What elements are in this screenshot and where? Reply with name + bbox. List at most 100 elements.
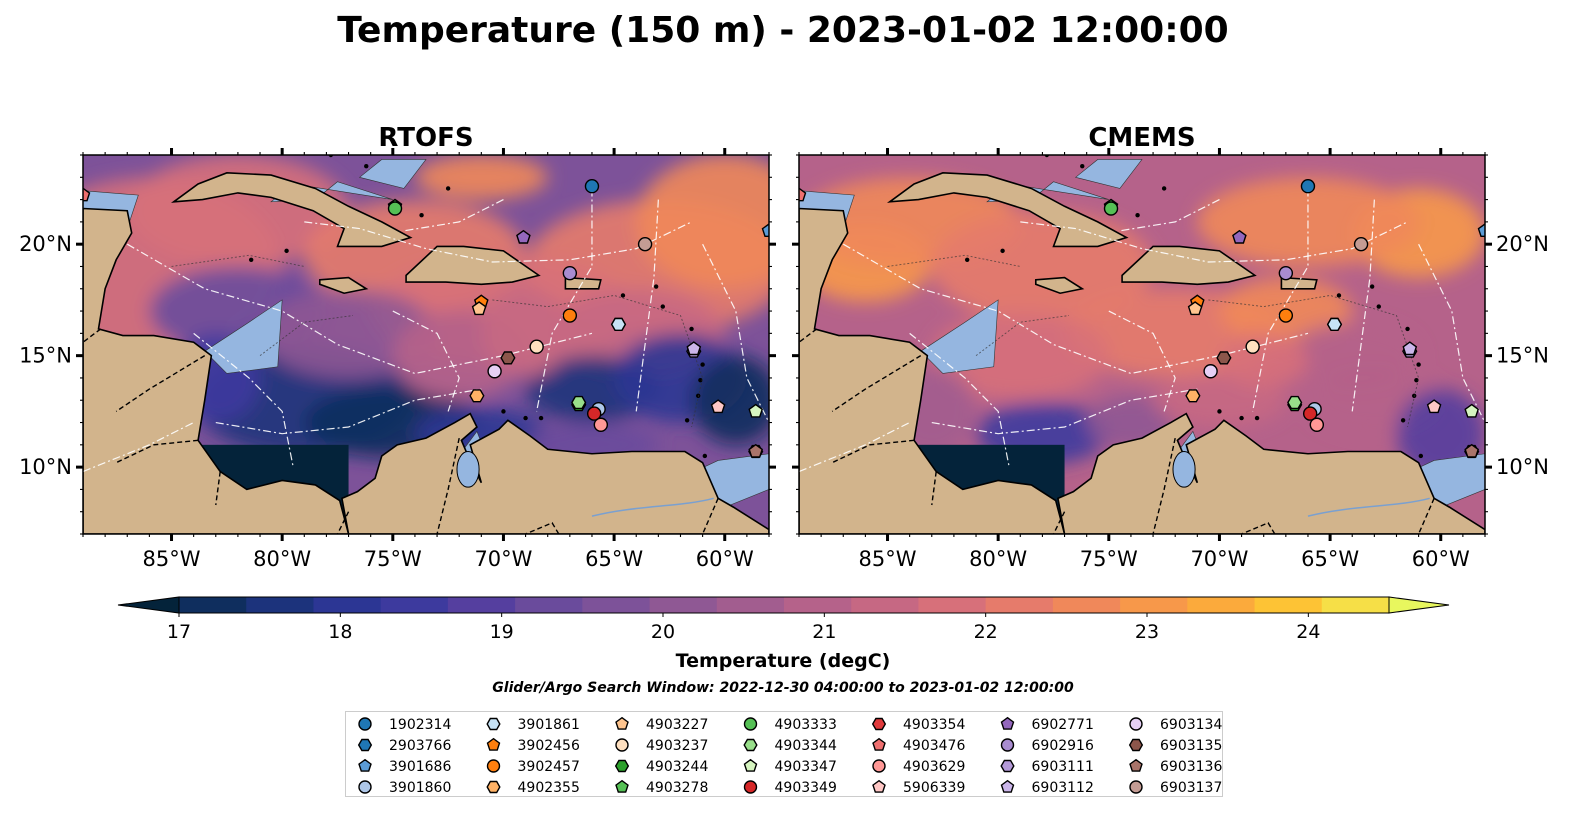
legend-item-4903476: 4903476	[872, 737, 965, 754]
legend-item-4903629: 4903629	[872, 759, 965, 775]
colorbar-frame	[178, 596, 1390, 614]
float-marker-4903349	[586, 406, 602, 421]
float-marker-1902314	[584, 179, 600, 194]
colorbar-segment	[447, 597, 516, 613]
legend-item-6903137: 6903137	[1129, 780, 1222, 796]
lon-tick-label: 65°W	[585, 547, 643, 571]
legend-label: 4903349	[775, 780, 837, 796]
lon-tick-label: 80°W	[969, 547, 1027, 571]
eez-boundary	[1351, 199, 1375, 412]
legend-label: 4903237	[646, 738, 708, 754]
legend-label: 4903278	[646, 780, 708, 796]
legend-label: 6902771	[1032, 717, 1094, 733]
colorbar-segment	[985, 597, 1054, 613]
float-marker-6903134	[487, 364, 502, 379]
land	[1280, 276, 1318, 290]
eez-boundary	[304, 221, 692, 263]
shallow-shelf	[1074, 159, 1143, 189]
legend-item-4903237: 4903237	[615, 738, 708, 754]
float-marker-3902457	[562, 308, 578, 323]
land	[564, 276, 602, 290]
island	[1217, 409, 1222, 414]
legend-item-3901686: 3901686	[358, 758, 451, 775]
legend-label: 6903135	[1160, 738, 1222, 754]
lon-tick-label: 85°W	[143, 547, 201, 571]
eez-boundary	[635, 199, 659, 412]
lon-tick-label: 60°W	[696, 547, 754, 571]
colorbar-segment	[380, 597, 449, 613]
island	[1254, 415, 1260, 421]
legend-marker	[743, 780, 758, 794]
float-marker-4903629	[593, 417, 609, 432]
legend-marker	[872, 779, 886, 793]
colorbar-tick-label: 22	[974, 621, 998, 643]
eez-boundary	[536, 188, 593, 412]
lon-tick-label: 60°W	[1412, 547, 1470, 571]
legend-marker	[358, 717, 372, 731]
float-marker-4903227	[471, 301, 487, 316]
colorbar: 17 18 19 20 21 22 23 24	[117, 596, 1450, 643]
island	[1336, 293, 1342, 298]
colorbar-segment	[851, 597, 919, 613]
float-marker-5906339	[710, 399, 726, 414]
island	[1369, 284, 1375, 289]
legend-label: 6903136	[1160, 759, 1222, 775]
colorbar-tick-label: 21	[812, 621, 836, 643]
eez-boundary	[215, 388, 482, 435]
legend-marker	[486, 780, 501, 794]
legend-item-6903111: 6903111	[1000, 759, 1094, 775]
legend-label: 4902355	[518, 780, 580, 796]
map-panel-cmems: CMEMS 85°W 80°W 75°W 70°W 65°W 60°W 10°N 15°N 20°…	[792, 123, 1549, 571]
eez-boundary	[1020, 221, 1408, 263]
colorbar-tick-label: 17	[167, 621, 191, 643]
eez-boundary	[799, 421, 910, 473]
legend-label: 3901686	[389, 759, 451, 775]
temperature-patch	[1396, 389, 1485, 479]
land	[318, 276, 369, 295]
float-marker-4903344	[571, 395, 587, 410]
colorbar-segment	[582, 597, 651, 613]
island	[445, 186, 451, 191]
legend-item-4903333: 4903333	[743, 717, 837, 733]
eez-boundary	[931, 388, 1198, 435]
float-marker-6903137	[637, 236, 653, 252]
float-marker-4903347	[1464, 403, 1480, 418]
eez-boundary	[392, 310, 460, 412]
island	[689, 326, 694, 332]
legend-marker	[1000, 759, 1015, 773]
shallow-shelf	[358, 159, 427, 189]
eez-boundary	[83, 421, 194, 473]
colorbar-segment	[515, 597, 583, 613]
colorbar-label: Temperature (degC)	[676, 650, 891, 672]
lat-tick-label: 10°N	[19, 455, 72, 479]
country-border	[436, 437, 460, 534]
legend-marker	[358, 780, 372, 794]
legend-label: 4903629	[903, 759, 965, 775]
isobath	[492, 294, 704, 428]
float-marker-4903237	[529, 339, 544, 354]
legend-marker	[1129, 780, 1143, 794]
colorbar-segment	[649, 597, 718, 613]
temperature-patch	[414, 155, 548, 200]
float-marker-6903136	[1464, 443, 1480, 458]
map-frame	[798, 154, 1486, 535]
lon-tick-label: 80°W	[253, 547, 311, 571]
temperature-patch	[691, 355, 769, 445]
island	[700, 362, 705, 367]
float-marker-6903137	[1353, 236, 1369, 252]
float-marker-4903344	[1287, 395, 1303, 410]
lon-tick-label: 70°W	[1190, 547, 1248, 571]
country-border	[931, 471, 937, 506]
lake-maracaibo	[1172, 451, 1196, 488]
legend-marker	[1129, 717, 1143, 731]
country-border	[1241, 521, 1276, 534]
shallow-shelf	[204, 299, 283, 374]
island	[248, 257, 254, 262]
legend-marker	[357, 738, 373, 752]
eez-boundary	[1252, 188, 1309, 412]
colorbar-segment	[1254, 597, 1323, 613]
legend-item-3901861: 3901861	[486, 717, 580, 733]
country-border	[115, 355, 206, 412]
